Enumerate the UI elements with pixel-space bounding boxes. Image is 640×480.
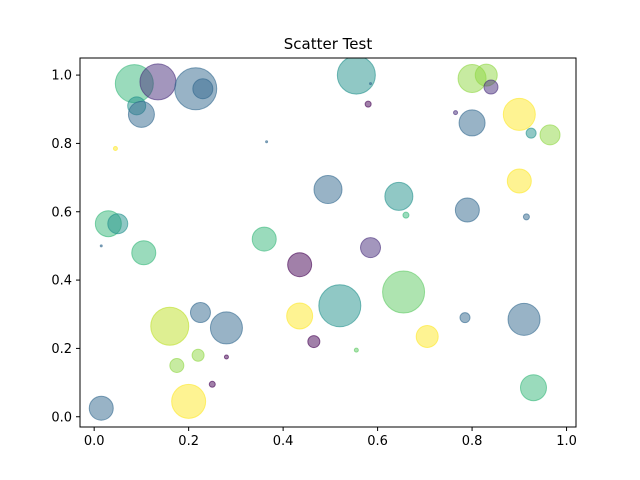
plot-frame — [79, 57, 577, 428]
x-tick-label: 0.6 — [367, 434, 388, 449]
scatter-point — [369, 82, 373, 86]
scatter-point — [382, 270, 426, 314]
scatter-point — [458, 109, 486, 137]
scatter-point — [112, 146, 118, 152]
y-axis: 0.0 0.2 0.4 0.6 0.8 1.0 — [51, 69, 80, 425]
scatter-point — [88, 395, 114, 421]
scatter-point — [209, 311, 243, 345]
scatter-point — [459, 312, 471, 324]
x-tick-label: 0.0 — [84, 434, 105, 449]
y-tick-label: 0.0 — [51, 410, 72, 425]
scatter-point — [313, 175, 343, 205]
x-tick-label: 0.2 — [178, 434, 199, 449]
scatter-point — [208, 380, 216, 388]
x-tick-label: 1.0 — [556, 434, 577, 449]
scatter-point — [192, 78, 214, 100]
scatter-point — [453, 110, 459, 116]
scatter-point — [384, 181, 414, 211]
scatter-point — [191, 348, 205, 362]
scatter-point — [107, 213, 129, 235]
scatter-point — [99, 244, 103, 248]
scatter-point — [507, 302, 541, 336]
scatter-point — [318, 284, 362, 328]
scatter-point — [415, 324, 439, 348]
scatter-point — [139, 63, 177, 101]
scatter-point — [189, 302, 211, 324]
scatter-point — [265, 140, 269, 144]
scatter-point — [519, 374, 547, 402]
scatter-point — [522, 213, 530, 221]
scatter-point — [502, 97, 536, 131]
scatter-point — [169, 358, 185, 373]
scatter-points — [88, 58, 561, 421]
scatter-point — [506, 168, 532, 194]
scatter-point — [251, 226, 277, 252]
scatter-point — [171, 383, 207, 419]
y-tick-label: 1.0 — [51, 69, 72, 84]
scatter-point — [150, 306, 190, 346]
scatter-point — [286, 302, 314, 330]
scatter-point — [336, 58, 376, 95]
scatter-point — [360, 237, 382, 259]
x-tick-label: 0.4 — [273, 434, 294, 449]
y-tick-label: 0.8 — [51, 137, 72, 152]
scatter-point — [454, 197, 480, 223]
scatter-point — [223, 354, 229, 360]
scatter-point — [131, 240, 157, 266]
chart-title: Scatter Test — [284, 35, 373, 53]
scatter-point — [353, 347, 359, 353]
scatter-point — [483, 79, 499, 95]
scatter-point — [525, 127, 537, 139]
scatter-point — [307, 335, 321, 349]
scatter-point — [402, 211, 410, 219]
y-tick-label: 0.6 — [51, 205, 72, 220]
scatter-point — [287, 252, 313, 278]
scatter-point — [127, 100, 155, 128]
scatter-point — [539, 124, 561, 146]
x-axis: 0.0 0.2 0.4 0.6 0.8 1.0 — [84, 427, 577, 449]
scatter-point — [364, 100, 372, 108]
x-tick-label: 0.8 — [462, 434, 483, 449]
y-tick-label: 0.2 — [51, 342, 72, 357]
y-tick-label: 0.4 — [51, 274, 72, 289]
